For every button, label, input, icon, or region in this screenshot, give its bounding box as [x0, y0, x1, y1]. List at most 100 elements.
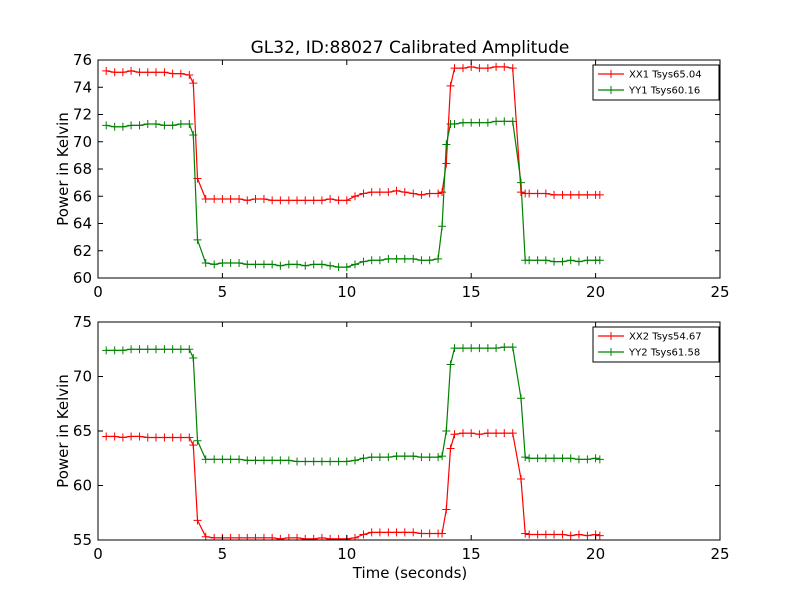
y-tick-label: 64 — [73, 215, 92, 233]
data-point — [110, 346, 119, 355]
data-point — [143, 433, 152, 442]
data-point — [533, 256, 542, 265]
data-point — [375, 256, 384, 265]
x-tick-label: 0 — [93, 545, 103, 563]
data-point — [317, 533, 326, 540]
data-point — [268, 196, 277, 205]
data-point — [367, 528, 376, 537]
data-point — [500, 429, 509, 438]
data-point — [492, 62, 501, 71]
data-point — [102, 432, 111, 441]
data-point — [375, 528, 384, 537]
data-point — [541, 256, 550, 265]
legend: XX1 Tsys65.04 YY1 Tsys60.16 — [592, 64, 720, 101]
data-point — [143, 120, 152, 129]
x-tick-label: 15 — [462, 283, 481, 301]
data-point — [351, 192, 360, 201]
data-point — [467, 429, 476, 438]
data-point — [160, 121, 169, 130]
data-point — [438, 452, 447, 461]
data-point — [135, 68, 144, 77]
data-point — [301, 457, 310, 466]
y-axis-label: Power in Kelvin — [54, 112, 72, 226]
data-point — [533, 530, 542, 539]
data-point — [508, 343, 517, 352]
data-point — [342, 196, 351, 205]
data-point — [595, 455, 604, 464]
data-point — [558, 190, 567, 199]
data-point — [185, 120, 194, 129]
data-point — [317, 457, 326, 466]
data-point — [317, 196, 326, 205]
data-point — [516, 394, 525, 403]
data-point — [143, 345, 152, 354]
data-point — [359, 454, 368, 463]
bottom-panel: 0 5 10 15 20 25 55 60 65 70 75 Power in Kelvin XX2 T… — [54, 313, 730, 563]
data-point — [467, 344, 476, 353]
data-point — [521, 529, 530, 538]
data-point — [508, 117, 517, 126]
data-point — [384, 528, 393, 537]
data-point — [595, 190, 604, 199]
data-point — [533, 454, 542, 463]
data-point — [446, 444, 455, 453]
data-point — [276, 196, 285, 205]
data-point — [151, 433, 160, 442]
data-point — [293, 457, 302, 466]
legend-entry: YY2 Tsys61.58 — [628, 348, 700, 359]
data-point — [135, 432, 144, 441]
data-point — [151, 68, 160, 77]
data-point — [334, 457, 343, 466]
legend-entry: XX1 Tsys65.04 — [629, 70, 702, 81]
data-point — [566, 454, 575, 463]
data-point — [566, 531, 575, 540]
data-point — [458, 118, 467, 127]
data-point — [508, 64, 517, 73]
data-point — [243, 533, 252, 540]
data-point — [309, 457, 318, 466]
data-point — [375, 188, 384, 197]
data-point — [309, 534, 318, 540]
data-point — [525, 454, 534, 463]
data-point — [392, 186, 401, 195]
data-point — [525, 256, 534, 265]
data-point — [334, 196, 343, 205]
data-point — [342, 457, 351, 466]
data-point — [442, 427, 451, 435]
data-point — [467, 118, 476, 127]
legend-box — [592, 326, 720, 363]
data-point — [446, 81, 455, 90]
data-point — [442, 140, 451, 149]
y-tick-label: 65 — [73, 422, 92, 440]
data-point — [574, 530, 583, 539]
data-point — [235, 533, 244, 540]
data-point — [284, 260, 293, 269]
data-point — [359, 257, 368, 266]
data-point — [409, 452, 418, 461]
data-point — [425, 256, 434, 265]
data-point — [450, 120, 459, 129]
data-point — [351, 533, 360, 540]
data-point — [259, 260, 268, 269]
data-point — [102, 121, 111, 130]
data-point — [409, 254, 418, 263]
y-tick-label: 55 — [73, 531, 92, 549]
data-point — [201, 259, 210, 268]
data-point — [438, 222, 447, 231]
data-point — [189, 130, 198, 139]
data-point — [210, 194, 219, 203]
data-point — [550, 530, 559, 539]
data-point — [541, 189, 550, 198]
y-tick-label: 74 — [73, 78, 92, 96]
data-point — [574, 257, 583, 266]
x-axis-label: Time (seconds) — [352, 564, 468, 582]
data-point — [276, 456, 285, 465]
data-point — [442, 159, 451, 168]
x-tick-label: 10 — [337, 283, 356, 301]
x-tick-label: 25 — [710, 545, 729, 563]
data-point — [110, 68, 119, 77]
data-point — [185, 433, 194, 442]
data-point — [135, 345, 144, 354]
data-point — [550, 257, 559, 266]
data-point — [276, 261, 285, 270]
